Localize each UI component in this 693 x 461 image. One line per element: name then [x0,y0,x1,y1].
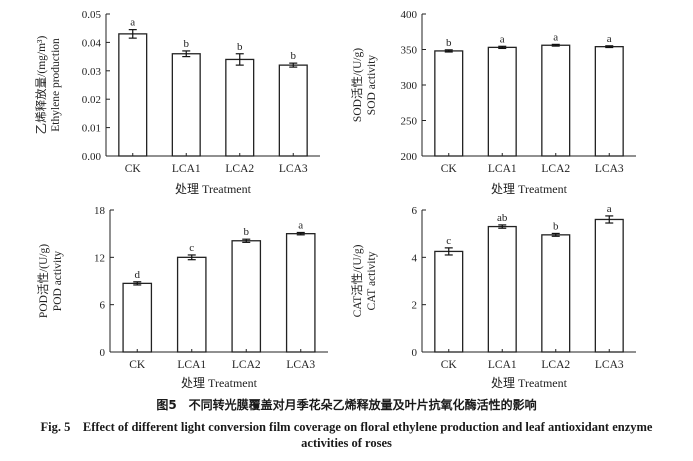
chart2-bar-ck [434,50,464,157]
chart3-x-tick-label: LCA1 [177,359,206,371]
chart2-significance-letter: b [446,37,452,49]
chart1-bar-lca2 [225,58,255,157]
chart3-bar-lca3 [285,233,316,353]
chart4-significance-letter: b [553,220,559,232]
chart1-y-axis-label-cn: 乙烯释放量/(mg/m³) [34,36,48,135]
chart4-x-tick-label: LCA2 [541,359,570,371]
chart3-bar-ck [122,282,153,353]
chart4-y-axis-label-cn: CAT活性/(U/g) [350,244,364,317]
chart1-significance-letter: a [130,17,135,29]
chart1-y-tick-label: 0.04 [82,37,102,49]
chart4-x-axis-label: 处理 Treatment [491,376,568,390]
chart1-bar-lca1 [171,53,201,157]
chart4-bar-lca3 [594,218,624,353]
chart3-y-tick-label: 0 [100,347,106,359]
chart3-significance-letter: d [135,269,141,281]
chart3-y-axis-label-en: POD activity [52,251,64,312]
chart4-bar-ck [434,250,464,353]
chart2-significance-letter: a [500,33,505,45]
chart3-significance-letter: b [244,226,250,238]
chart4-x-tick-label: CK [441,359,458,371]
chart2-y-tick-label: 400 [401,9,418,21]
chart2-y-axis-label: SOD活性/(U/g) SOD activity [350,48,378,122]
chart4-bar-lca1 [487,225,517,353]
chart1-x-tick-label: LCA1 [172,163,201,175]
chart1-bar-lca3 [278,64,308,157]
chart4-y-tick-label: 2 [412,300,418,312]
chart4-x-tick-label: LCA3 [595,359,624,371]
chart1-y-tick-label: 0.03 [82,66,102,78]
chart4-bar-lca2 [541,234,571,353]
chart3-y-tick-label: 6 [100,300,106,312]
chart3-y-tick-label: 18 [94,205,106,217]
chart4-y-tick-label: 4 [412,252,418,264]
chart2-x-tick-label: CK [441,163,458,175]
chart4-x-tick-label: LCA1 [488,359,517,371]
chart2-y-axis-label-en: SOD activity [366,55,378,116]
chart3-y-tick-label: 12 [94,252,105,264]
chart4-y-axis-label: CAT活性/(U/g) CAT activity [350,244,378,317]
chart4-significance-letter: c [446,235,451,247]
chart2-y-tick-label: 200 [401,151,418,163]
chart2-y-tick-label: 250 [401,116,418,128]
chart1-x-tick-label: CK [125,163,142,175]
chart1-significance-letter: b [184,38,190,50]
chart2-bar-lca2 [541,44,571,157]
chart2-bar-lca1 [487,46,517,157]
chart2-significance-letter: a [553,31,558,43]
chart1-y-tick-label: 0.05 [82,9,102,21]
chart3-significance-letter: a [298,219,303,231]
chart1-bar-ck [118,33,148,157]
figure-caption-cn: 图5 不同转光膜覆盖对月季花朵乙烯释放量及叶片抗氧化酶活性的影响 [156,398,537,412]
chart3-x-axis-label: 处理 Treatment [181,376,258,390]
chart2-y-axis-label-cn: SOD活性/(U/g) [350,48,364,122]
chart4-y-axis-label-en: CAT activity [366,251,378,310]
chart1-x-axis-label: 处理 Treatment [175,182,252,196]
chart1-x-tick-label: LCA3 [279,163,308,175]
chart4-y-tick-label: 0 [412,347,418,359]
chart1-y-tick-label: 0.01 [82,123,101,135]
chart2-x-tick-label: LCA1 [488,163,517,175]
chart4-significance-letter: a [607,203,612,215]
chart3-significance-letter: c [189,242,194,254]
chart3-bar-lca1 [176,256,207,353]
chart4-y-tick-label: 6 [412,205,418,217]
chart1-significance-letter: b [291,50,297,62]
chart-panels: 0.00 0.01 0.02 0.03 0.04 0.05 a CK b LCA1 b LCA2 b LC… [34,9,636,390]
chart2-y-tick-label: 350 [401,45,418,57]
chart1-y-tick-label: 0.02 [82,94,101,106]
chart2-significance-letter: a [607,33,612,45]
chart2-bar-lca3 [594,46,624,157]
figure-caption-en-line1: Fig. 5 Effect of different light convers… [40,420,653,434]
chart3-x-tick-label: CK [129,359,146,371]
chart3-bar-lca2 [231,240,262,353]
chart3-x-tick-label: LCA3 [286,359,315,371]
chart2-x-tick-label: LCA2 [541,163,570,175]
chart2-x-axis-label: 处理 Treatment [491,182,568,196]
chart3-y-axis-label-cn: POD活性/(U/g) [36,244,50,318]
chart2-y-tick-label: 300 [401,80,418,92]
chart1-y-tick-label: 0.00 [82,151,102,163]
chart1-y-axis-label: 乙烯释放量/(mg/m³) Ethylene production [34,36,62,135]
chart3-x-tick-label: LCA2 [232,359,261,371]
chart2-x-tick-label: LCA3 [595,163,624,175]
chart4-significance-letter: ab [497,212,508,224]
chart1-x-tick-label: LCA2 [225,163,254,175]
figure-caption-en-line2: activities of roses [301,436,392,450]
chart1-significance-letter: b [237,41,243,53]
chart1-y-axis-label-en: Ethylene production [50,38,62,132]
chart3-y-axis-label: POD活性/(U/g) POD activity [36,244,64,318]
